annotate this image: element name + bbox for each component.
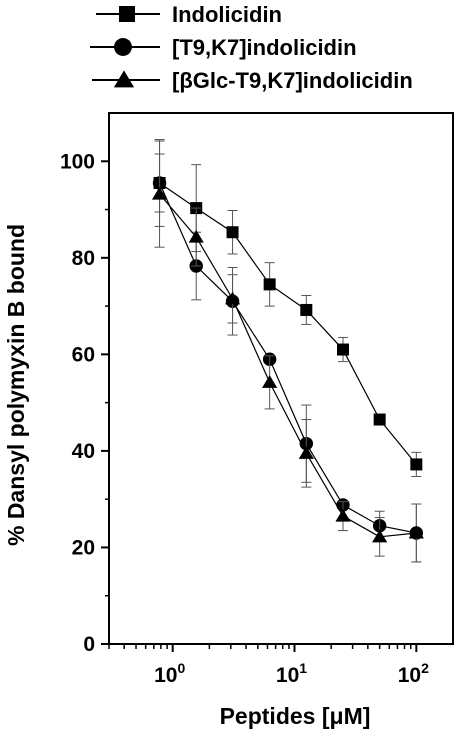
data-point (226, 226, 239, 239)
y-tick-label: 80 (72, 247, 95, 270)
y-tick-label: 0 (83, 633, 95, 656)
data-point (408, 525, 424, 539)
legend-marker (113, 70, 135, 88)
series-line (159, 182, 417, 465)
legend-entry: [βGlc-T9,K7]indolicidin (92, 68, 413, 93)
data-point (410, 458, 423, 471)
series-circle (152, 153, 424, 563)
data-point (298, 446, 314, 459)
x-axis-label: Peptides [μM] (220, 703, 371, 729)
ticks: 0 20 40 60 80 100 100 101 102 (60, 150, 429, 687)
x-tick-label: 100 (154, 660, 185, 687)
data-point (373, 413, 386, 426)
data-point (263, 278, 276, 291)
x-tick-label: 102 (398, 660, 429, 687)
plot-frame (108, 112, 454, 645)
legend-label: [T9,K7]indolicidin (172, 35, 357, 60)
y-tick-label: 40 (72, 440, 95, 463)
legend-entry: [T9,K7]indolicidin (90, 35, 357, 60)
series-triangle (151, 140, 424, 563)
y-tick-label: 20 (72, 536, 95, 559)
series-line (159, 182, 417, 534)
data-point (262, 375, 278, 388)
legend-label: Indolicidin (172, 2, 282, 27)
y-axis-label: % Dansyl polymyxin B bound (3, 224, 29, 546)
series-square (153, 139, 423, 477)
data-point (372, 529, 388, 543)
legend-marker (119, 6, 135, 22)
axes (108, 112, 454, 645)
y-tick-label: 100 (60, 150, 95, 173)
data-point (335, 508, 351, 522)
legend: Indolicidin [T9,K7]indolicidin [βGlc-T9,K7… (90, 2, 413, 93)
series-layer (151, 139, 424, 563)
y-tick-label: 60 (72, 343, 95, 366)
series-line (159, 193, 417, 538)
legend-marker (114, 38, 132, 56)
legend-entry: Indolicidin (96, 2, 282, 27)
data-point (224, 291, 241, 305)
data-point (188, 229, 204, 243)
x-tick-label: 101 (276, 660, 307, 687)
legend-label: [βGlc-T9,K7]indolicidin (172, 68, 413, 93)
data-point (300, 303, 313, 316)
data-point (336, 343, 349, 356)
data-point (151, 186, 168, 200)
